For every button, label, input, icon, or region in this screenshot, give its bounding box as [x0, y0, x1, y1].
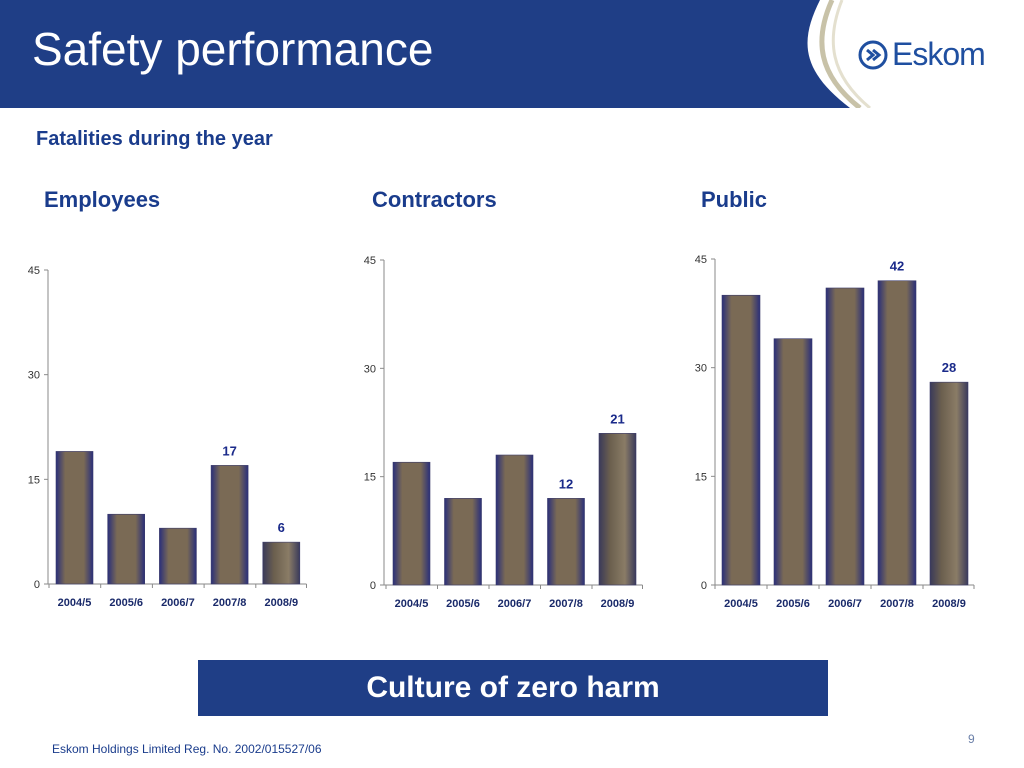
header-band	[0, 0, 850, 108]
x-tick-label: 2006/7	[161, 597, 195, 609]
header-curve-decoration	[807, 0, 1024, 108]
y-tick-label: 0	[370, 580, 376, 592]
x-tick-label: 2005/6	[109, 597, 143, 609]
eskom-logo-icon	[858, 40, 888, 69]
data-label: 17	[222, 443, 236, 458]
x-tick-label: 2004/5	[58, 597, 92, 609]
bar	[159, 527, 197, 585]
bar	[929, 381, 969, 586]
y-tick-label: 15	[695, 471, 707, 483]
bar	[877, 280, 917, 586]
banner-text: Culture of zero harm	[366, 671, 660, 704]
bar	[721, 294, 761, 586]
data-label: 28	[942, 360, 956, 375]
bar	[773, 338, 813, 586]
x-tick-label: 2006/7	[828, 598, 862, 610]
x-tick-label: 2006/7	[498, 598, 532, 610]
eskom-logo-text: Eskom	[892, 36, 986, 72]
section-subtitle: Fatalities during the year	[36, 128, 273, 150]
y-tick-label: 0	[701, 580, 707, 592]
y-tick-label: 45	[364, 255, 376, 267]
bar	[825, 287, 865, 586]
chart-title-employees: Employees	[44, 187, 161, 212]
y-tick-label: 30	[28, 370, 40, 382]
bar	[444, 498, 482, 586]
bar	[262, 541, 301, 585]
y-tick-label: 15	[28, 474, 40, 486]
data-label: 6	[278, 520, 285, 535]
chart-public: 0 15 30 45 2004/5 2005/6 2006/7 2007/8 42 2008/9 2…	[695, 254, 975, 610]
x-tick-label: 2005/6	[776, 598, 810, 610]
x-tick-label: 2008/9	[601, 598, 635, 610]
data-label: 21	[610, 411, 624, 426]
bar	[547, 498, 585, 586]
bar	[107, 513, 145, 585]
y-tick-label: 0	[34, 579, 40, 591]
x-tick-label: 2004/5	[395, 598, 429, 610]
y-tick-label: 30	[695, 363, 707, 375]
footer-registration: Eskom Holdings Limited Reg. No. 2002/015…	[52, 742, 322, 756]
data-label: 12	[559, 476, 573, 491]
bar	[210, 465, 249, 585]
header: Safety performance Eskom	[0, 0, 1024, 108]
x-tick-label: 2007/8	[213, 597, 247, 609]
chart-employees: 0 15 30 45 2004/5 2005/6 2006/7 2007/8 17 2008/9 6	[28, 265, 307, 609]
data-label: 42	[890, 259, 904, 274]
x-tick-label: 2004/5	[724, 598, 758, 610]
eskom-logo: Eskom	[858, 36, 986, 73]
y-tick-label: 45	[28, 265, 40, 277]
bar	[55, 451, 94, 585]
y-tick-label: 15	[364, 472, 376, 484]
bar	[495, 454, 534, 586]
page-number: 9	[968, 732, 975, 746]
bar	[598, 433, 637, 586]
y-tick-label: 45	[695, 254, 707, 266]
x-tick-label: 2005/6	[446, 598, 480, 610]
bar	[392, 461, 431, 586]
page-title: Safety performance	[32, 23, 434, 75]
x-tick-label: 2008/9	[932, 598, 966, 610]
x-tick-label: 2007/8	[880, 598, 914, 610]
x-tick-label: 2007/8	[549, 598, 583, 610]
x-tick-label: 2008/9	[264, 597, 298, 609]
chart-title-contractors: Contractors	[372, 187, 497, 212]
culture-banner: Culture of zero harm	[198, 660, 828, 716]
chart-contractors: 0 15 30 45 2004/5 2005/6 2006/7 2007/8 12 2008/9 2…	[364, 255, 643, 610]
chart-title-public: Public	[701, 187, 768, 212]
y-tick-label: 30	[364, 363, 376, 375]
